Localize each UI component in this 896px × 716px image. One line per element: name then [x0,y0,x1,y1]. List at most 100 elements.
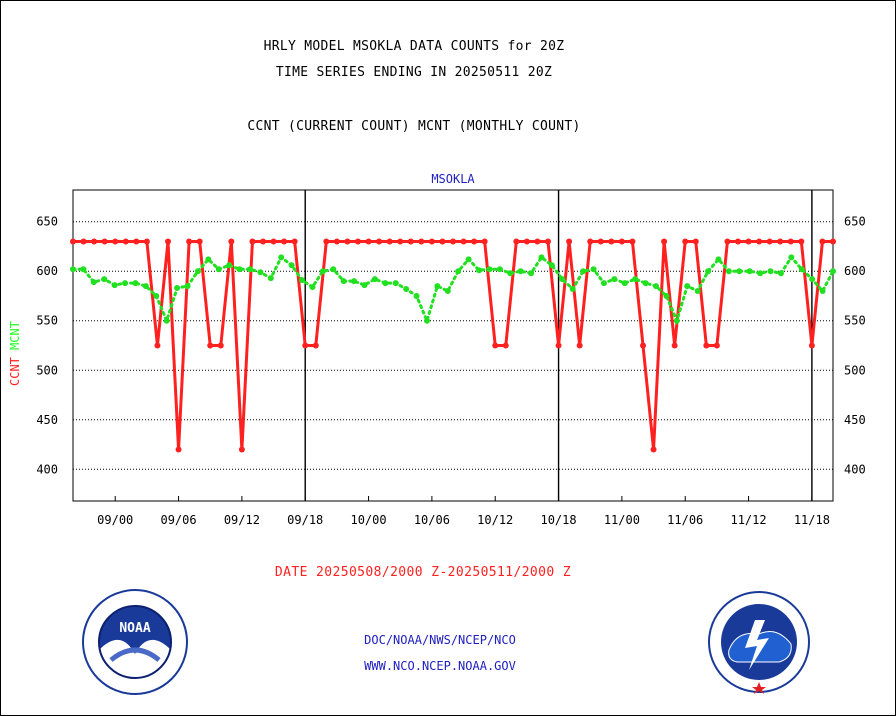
data-point-mcnt [194,268,201,275]
data-point-mcnt [517,268,524,275]
data-point-ccnt [608,238,615,245]
data-point-mcnt [621,280,628,287]
data-point-ccnt [397,238,404,245]
data-point-mcnt [819,288,826,295]
data-point-mcnt [205,256,212,263]
data-point-mcnt [122,280,129,287]
data-point-mcnt [736,268,743,275]
data-point-mcnt [653,283,660,290]
nws-logo[interactable] [707,590,811,694]
data-point-ccnt [819,238,826,245]
y-tick-label-left: 650 [36,215,58,229]
data-point-mcnt [267,275,274,282]
data-point-mcnt [70,266,76,273]
data-point-ccnt [428,238,435,245]
x-tick-label: 11/00 [604,513,640,527]
data-point-mcnt [663,292,670,299]
data-point-ccnt [270,238,277,245]
data-point-ccnt [355,238,361,245]
data-point-ccnt [407,238,414,245]
station-label: MSOKLA [431,172,475,186]
data-point-mcnt [351,278,358,285]
data-point-mcnt [153,292,160,299]
data-point-mcnt [642,280,649,287]
data-point-mcnt [226,262,233,269]
data-point-mcnt [632,276,639,283]
data-point-ccnt [566,238,573,245]
data-point-mcnt [246,266,253,273]
data-point-ccnt [333,238,340,245]
data-point-ccnt [80,238,87,245]
data-point-ccnt [650,446,657,453]
data-point-ccnt [777,238,784,245]
data-point-ccnt [745,238,752,245]
data-point-mcnt [694,288,701,295]
x-tick-label: 09/18 [287,513,323,527]
data-point-ccnt [629,238,636,245]
data-point-ccnt [207,342,214,349]
data-point-ccnt [534,238,541,245]
data-point-ccnt [260,238,266,245]
data-point-ccnt [513,238,520,245]
data-point-mcnt [101,276,108,283]
data-point-ccnt [450,238,456,245]
x-tick-label: 09/12 [224,513,260,527]
data-point-mcnt [309,284,316,291]
data-point-mcnt [413,292,420,299]
chart-title-line1: HRLY MODEL MSOKLA DATA COUNTS for 20Z [263,39,565,54]
data-point-ccnt [830,238,836,245]
footer-website[interactable]: WWW.NCO.NCEP.NOAA.GOV [364,659,516,673]
data-point-ccnt [386,238,393,245]
data-point-mcnt [538,254,545,261]
data-point-ccnt [766,238,773,245]
data-point-mcnt [423,317,430,324]
x-tick-label: 11/06 [667,513,703,527]
y-tick-label-left: 450 [36,413,58,427]
data-point-mcnt [788,254,795,261]
data-point-mcnt [600,280,607,287]
data-point-ccnt [376,238,383,245]
data-point-ccnt [735,238,741,245]
noaa-logo[interactable]: NOAA [81,588,189,696]
data-point-mcnt [288,262,295,269]
data-point-mcnt [465,256,472,263]
data-point-ccnt [249,238,256,245]
data-point-mcnt [184,283,191,290]
data-point-mcnt [548,262,555,269]
data-point-mcnt [215,266,222,273]
data-point-mcnt [725,268,732,275]
data-point-mcnt [580,268,587,275]
data-point-ccnt [91,238,98,245]
data-point-ccnt [555,342,562,349]
data-point-ccnt [217,342,224,349]
data-point-mcnt [403,286,410,293]
data-point-mcnt [340,278,347,285]
y-tick-label-right: 550 [844,314,866,328]
data-point-ccnt [133,238,140,245]
data-point-mcnt [236,266,243,273]
data-point-ccnt [618,238,625,245]
data-point-ccnt [418,238,425,245]
data-point-ccnt [460,238,467,245]
data-point-mcnt [528,270,535,277]
data-point-ccnt [481,238,488,245]
data-point-mcnt [496,266,503,273]
data-point-mcnt [382,280,389,287]
data-point-mcnt [684,283,691,290]
data-point-mcnt [809,276,816,283]
data-point-mcnt [434,283,441,290]
chart-title-line2: TIME SERIES ENDING IN 20250511 20Z [275,65,553,80]
data-point-mcnt [80,266,87,273]
data-point-mcnt [569,286,576,293]
data-point-ccnt [682,238,689,245]
data-point-ccnt [122,238,129,245]
data-point-ccnt [238,446,245,453]
date-range: DATE 20250508/2000 Z-20250511/2000 Z [274,565,572,580]
data-point-mcnt [830,268,836,275]
data-point-mcnt [174,285,181,292]
data-point-mcnt [798,266,805,273]
y-tick-label-right: 400 [844,462,866,476]
data-point-ccnt [502,342,509,349]
data-point-mcnt [455,268,462,275]
